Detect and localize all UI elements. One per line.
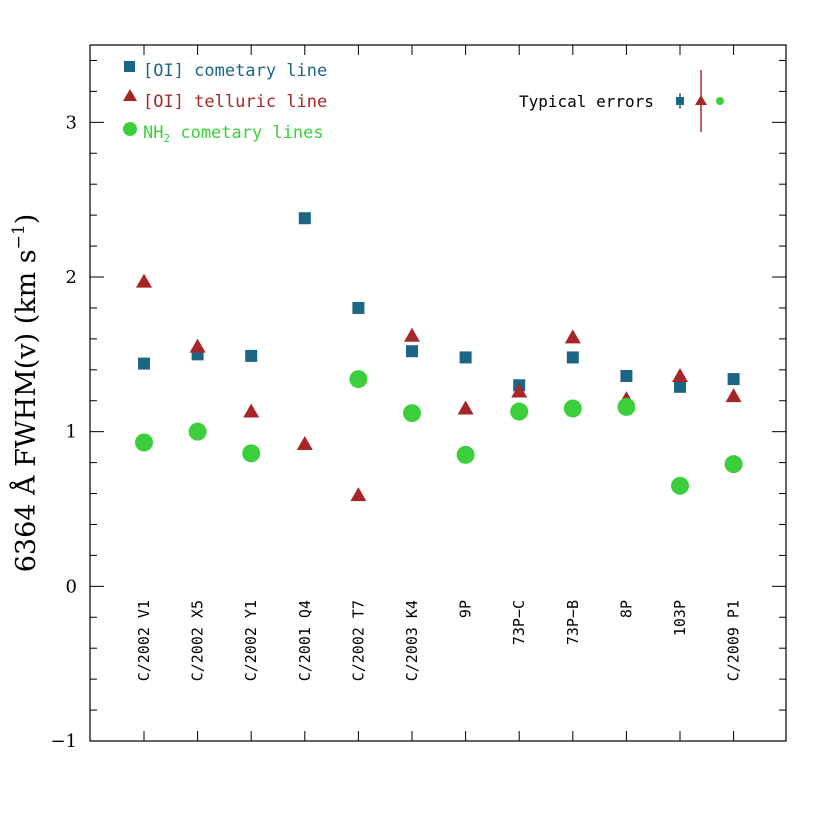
typical-errors-markers [676,70,724,132]
legend-nh2-main: NH [143,123,163,143]
typical-errors-label: Typical errors [519,92,654,111]
error-marker-triangle [695,95,707,105]
category-label: C/2009 P1 [725,600,743,681]
point-nh2 [671,476,689,495]
y-tick-label: −1 [50,731,77,752]
error-marker-square [676,97,684,105]
legend-label-oi-cometary: [OI] cometary line [143,61,327,81]
point-oi-telluric [672,367,688,382]
y-axis-label-main: 6364 Å FWHM(v) (km s [9,249,42,572]
axis-ticks [90,45,786,742]
category-label: C/2002 T7 [349,600,367,681]
point-oi-telluric [189,338,206,353]
category-labels: C/2002 V1 C/2002 X5 C/2002 Y1 C/2001 Q4 C/20… [135,600,743,681]
legend-label-nh2: NH2 cometary lines [143,123,324,145]
legend-square-icon [124,61,135,72]
legend-label-oi-telluric: [OI] telluric line [143,92,327,112]
data-points [135,212,743,502]
point-oi-telluric [404,327,420,342]
legend: [OI] cometary line [OI] telluric line NH… [123,61,327,145]
point-nh2 [135,433,153,452]
point-oi-cometary [298,212,311,225]
category-label: C/2002 Y1 [242,600,260,681]
point-oi-telluric [457,400,474,415]
category-label: C/2002 X5 [189,600,207,681]
point-oi-cometary [245,349,258,362]
legend-nh2-rest: cometary lines [170,123,324,143]
point-oi-cometary [620,369,633,382]
point-nh2 [617,397,636,416]
point-oi-cometary [566,351,579,364]
category-label: C/2003 K4 [403,600,421,681]
error-marker-circle [716,97,724,105]
point-oi-telluric [296,436,313,451]
point-oi-telluric [243,403,260,418]
point-oi-telluric [725,388,742,403]
category-label: C/2001 Q4 [296,600,314,681]
category-label: 73P−B [564,600,582,645]
point-nh2 [242,444,261,463]
category-label: 103P [671,600,689,636]
point-nh2 [456,445,475,464]
legend-circle-icon [123,122,137,136]
y-axis-label: 6364 Å FWHM(v) (km s−1) [9,214,42,573]
y-tick-label: 3 [66,112,77,133]
category-label: 73P−C [510,600,528,645]
point-nh2 [510,402,529,421]
point-nh2 [563,399,582,418]
y-tick-label: 1 [66,422,77,443]
point-nh2 [403,404,421,423]
category-label: C/2002 V1 [135,600,153,681]
legend-nh2-subscript: 2 [163,132,170,145]
point-oi-telluric [350,487,367,502]
typical-errors: Typical errors [519,70,724,132]
category-label: 9P [457,600,475,618]
point-nh2 [188,422,207,441]
point-oi-telluric [564,329,581,344]
point-oi-cometary [352,301,365,314]
legend-triangle-icon [123,89,137,101]
y-tick-label: 0 [66,576,77,597]
point-oi-cometary [674,380,686,393]
point-oi-cometary [727,373,740,386]
point-oi-cometary [459,351,472,364]
point-oi-telluric [511,383,528,398]
point-oi-cometary [138,357,150,370]
point-oi-cometary [406,345,418,358]
point-nh2 [349,370,368,389]
y-axis-label-superscript: −1 [9,224,29,249]
y-axis-label-close: ) [11,214,42,225]
y-tick-labels: −1 0 1 2 3 [50,112,77,752]
point-oi-telluric [136,273,152,288]
point-nh2 [724,455,743,474]
category-label: 8P [617,600,635,618]
y-tick-label: 2 [66,267,77,288]
plot-frame [89,44,787,742]
